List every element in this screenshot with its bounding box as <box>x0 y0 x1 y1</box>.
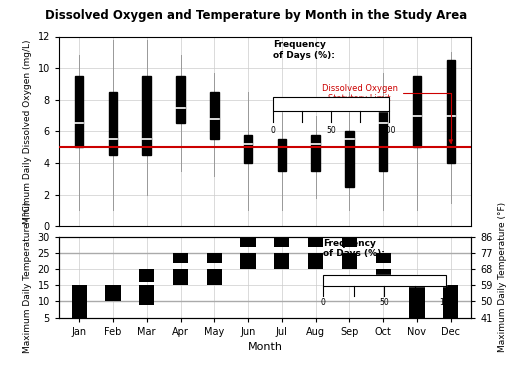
Text: 0: 0 <box>320 298 325 307</box>
Bar <box>72 285 87 301</box>
Bar <box>410 285 424 301</box>
Bar <box>278 139 286 171</box>
Bar <box>273 97 389 111</box>
Bar <box>139 285 154 305</box>
Text: 0: 0 <box>271 126 275 135</box>
Bar <box>379 108 388 171</box>
Bar <box>207 269 222 285</box>
Bar <box>446 60 455 163</box>
Text: 50: 50 <box>326 126 336 135</box>
Bar <box>376 253 391 263</box>
Bar <box>323 275 446 286</box>
Bar <box>443 301 458 318</box>
Bar <box>410 285 424 318</box>
Text: Frequency
of Days (%):: Frequency of Days (%): <box>273 40 335 60</box>
Bar <box>308 253 323 269</box>
Bar <box>109 92 117 155</box>
Y-axis label: Maximum Daily Temperature (°C): Maximum Daily Temperature (°C) <box>23 202 32 353</box>
Bar <box>443 285 458 301</box>
Bar <box>241 253 255 269</box>
Bar <box>173 253 188 263</box>
Bar <box>207 253 222 263</box>
Bar <box>244 135 252 163</box>
Bar <box>274 237 289 247</box>
Bar <box>105 285 120 295</box>
Text: Frequency
of Days (%):: Frequency of Days (%): <box>323 239 385 258</box>
Y-axis label: Minimum Daily Dissolved Oxygen (mg/L): Minimum Daily Dissolved Oxygen (mg/L) <box>23 39 32 224</box>
Bar <box>273 97 389 111</box>
Bar <box>308 237 323 247</box>
Bar <box>75 76 83 147</box>
Text: Dissolved Oxygen and Temperature by Month in the Study Area: Dissolved Oxygen and Temperature by Mont… <box>45 9 467 22</box>
Bar <box>345 131 354 187</box>
Text: 100: 100 <box>439 298 454 307</box>
Bar <box>241 237 255 247</box>
Bar <box>210 92 219 139</box>
Bar <box>376 269 391 285</box>
Bar <box>72 301 87 318</box>
Bar <box>342 253 357 269</box>
Text: Dissolved Oxygen
Statutory Limit: Dissolved Oxygen Statutory Limit <box>322 84 453 143</box>
Text: 50: 50 <box>379 298 389 307</box>
Bar <box>274 253 289 269</box>
Bar <box>413 76 421 147</box>
Bar <box>342 237 357 247</box>
Bar <box>311 135 320 171</box>
Y-axis label: Maximum Daily Temperature (°F): Maximum Daily Temperature (°F) <box>498 202 507 353</box>
Bar <box>173 269 188 285</box>
X-axis label: Month: Month <box>247 342 283 352</box>
Bar <box>142 76 151 155</box>
Bar <box>176 76 185 123</box>
Bar <box>105 285 120 301</box>
Text: 100: 100 <box>381 126 396 135</box>
Bar <box>323 275 446 286</box>
Bar <box>139 269 154 282</box>
